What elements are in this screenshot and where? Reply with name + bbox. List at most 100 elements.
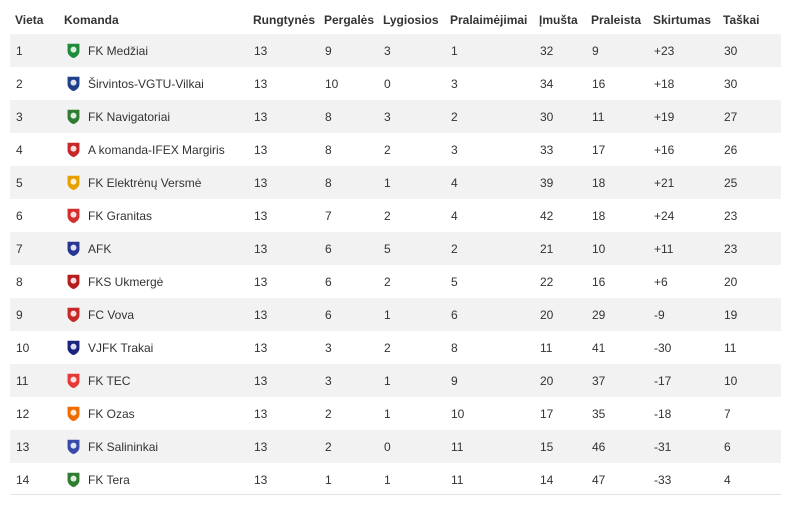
cell-draws: 5 xyxy=(378,232,445,265)
cell-points: 11 xyxy=(718,331,781,364)
cell-losses: 3 xyxy=(445,133,534,166)
cell-place: 6 xyxy=(10,199,59,232)
cell-draws: 2 xyxy=(378,331,445,364)
cell-draws: 0 xyxy=(378,430,445,463)
table-row: 11 FK TEC 13 3 1 9 20 37 -17 10 xyxy=(10,364,781,397)
cell-wins: 6 xyxy=(319,232,378,265)
table-row: 10 VJFK Trakai 13 3 2 8 11 41 -30 11 xyxy=(10,331,781,364)
cell-points: 25 xyxy=(718,166,781,199)
cell-points: 23 xyxy=(718,199,781,232)
cell-wins: 2 xyxy=(319,397,378,430)
table-row: 8 FKS Ukmergė 13 6 2 5 22 16 +6 20 xyxy=(10,265,781,298)
cell-played: 13 xyxy=(248,133,319,166)
cell-scored: 14 xyxy=(534,463,586,496)
cell-place: 9 xyxy=(10,298,59,331)
team-cell-content: FK Navigatoriai xyxy=(65,108,248,125)
medziai-logo-icon xyxy=(67,43,80,59)
cell-losses: 5 xyxy=(445,265,534,298)
cell-diff: +18 xyxy=(648,67,718,100)
cell-scored: 17 xyxy=(534,397,586,430)
cell-wins: 2 xyxy=(319,430,378,463)
cell-place: 5 xyxy=(10,166,59,199)
header-losses: Pralaimėjimai xyxy=(450,13,528,27)
cell-losses: 2 xyxy=(445,232,534,265)
ukmerge-logo-icon xyxy=(67,274,80,290)
cell-place: 2 xyxy=(10,67,59,100)
cell-diff: -30 xyxy=(648,331,718,364)
standings-table: Vieta Komanda Rungtynės Pergalės Lygiosi… xyxy=(10,6,781,496)
cell-draws: 1 xyxy=(378,298,445,331)
cell-place: 3 xyxy=(10,100,59,133)
cell-points: 4 xyxy=(718,463,781,496)
cell-place: 7 xyxy=(10,232,59,265)
header-scored: Įmušta xyxy=(539,13,578,27)
cell-conceded: 46 xyxy=(586,430,648,463)
cell-played: 13 xyxy=(248,166,319,199)
cell-conceded: 29 xyxy=(586,298,648,331)
team-cell-content: FK Elektrėnų Versmė xyxy=(65,174,248,191)
cell-team: FK Salininkai xyxy=(59,430,248,463)
cell-wins: 8 xyxy=(319,133,378,166)
cell-losses: 10 xyxy=(445,397,534,430)
cell-draws: 1 xyxy=(378,397,445,430)
cell-wins: 1 xyxy=(319,463,378,496)
cell-conceded: 10 xyxy=(586,232,648,265)
cell-played: 13 xyxy=(248,430,319,463)
cell-played: 13 xyxy=(248,100,319,133)
table-row: 1 FK Medžiai 13 9 3 1 32 9 +23 30 xyxy=(10,34,781,67)
cell-played: 13 xyxy=(248,34,319,67)
team-cell-content: A komanda-IFEX Margiris xyxy=(65,141,248,158)
vilkai-logo-icon xyxy=(67,76,80,92)
team-name: FK Granitas xyxy=(88,208,153,223)
cell-played: 13 xyxy=(248,298,319,331)
cell-scored: 20 xyxy=(534,364,586,397)
cell-losses: 4 xyxy=(445,166,534,199)
cell-draws: 1 xyxy=(378,463,445,496)
cell-team: FK Granitas xyxy=(59,199,248,232)
cell-place: 10 xyxy=(10,331,59,364)
table-row: 6 FK Granitas 13 7 2 4 42 18 +24 23 xyxy=(10,199,781,232)
table-row: 7 AFK 13 6 5 2 21 10 +11 23 xyxy=(10,232,781,265)
cell-team: FKS Ukmergė xyxy=(59,265,248,298)
table-row: 2 Širvintos-VGTU-Vilkai 13 10 0 3 34 16 +18 30 xyxy=(10,67,781,100)
cell-diff: +23 xyxy=(648,34,718,67)
cell-wins: 6 xyxy=(319,265,378,298)
cell-losses: 4 xyxy=(445,199,534,232)
team-name: AFK xyxy=(88,241,112,256)
cell-points: 7 xyxy=(718,397,781,430)
cell-wins: 10 xyxy=(319,67,378,100)
cell-diff: +21 xyxy=(648,166,718,199)
cell-conceded: 35 xyxy=(586,397,648,430)
cell-team: FK Navigatoriai xyxy=(59,100,248,133)
cell-diff: -17 xyxy=(648,364,718,397)
cell-place: 14 xyxy=(10,463,59,496)
team-cell-content: FK TEC xyxy=(65,372,248,389)
cell-points: 6 xyxy=(718,430,781,463)
cell-losses: 1 xyxy=(445,34,534,67)
team-cell-content: FK Tera xyxy=(65,471,248,488)
standings-table-container: Vieta Komanda Rungtynės Pergalės Lygiosi… xyxy=(10,6,781,496)
cell-team: FC Vova xyxy=(59,298,248,331)
cell-team: FK TEC xyxy=(59,364,248,397)
cell-scored: 21 xyxy=(534,232,586,265)
team-cell-content: FK Ozas xyxy=(65,405,248,422)
cell-conceded: 16 xyxy=(586,67,648,100)
cell-points: 30 xyxy=(718,67,781,100)
header-wins: Pergalės xyxy=(324,13,375,27)
cell-draws: 0 xyxy=(378,67,445,100)
cell-losses: 6 xyxy=(445,298,534,331)
team-cell-content: FK Medžiai xyxy=(65,42,248,59)
team-name: FK Medžiai xyxy=(88,43,149,58)
cell-losses: 2 xyxy=(445,100,534,133)
header-draws: Lygiosios xyxy=(383,13,439,27)
header-played: Rungtynės xyxy=(253,13,316,27)
cell-wins: 8 xyxy=(319,166,378,199)
cell-draws: 1 xyxy=(378,166,445,199)
cell-diff: +24 xyxy=(648,199,718,232)
afk-logo-icon xyxy=(67,241,80,257)
header-diff: Skirtumas xyxy=(653,13,712,27)
header-row: Vieta Komanda Rungtynės Pergalės Lygiosi… xyxy=(10,6,781,34)
cell-place: 11 xyxy=(10,364,59,397)
cell-played: 13 xyxy=(248,232,319,265)
